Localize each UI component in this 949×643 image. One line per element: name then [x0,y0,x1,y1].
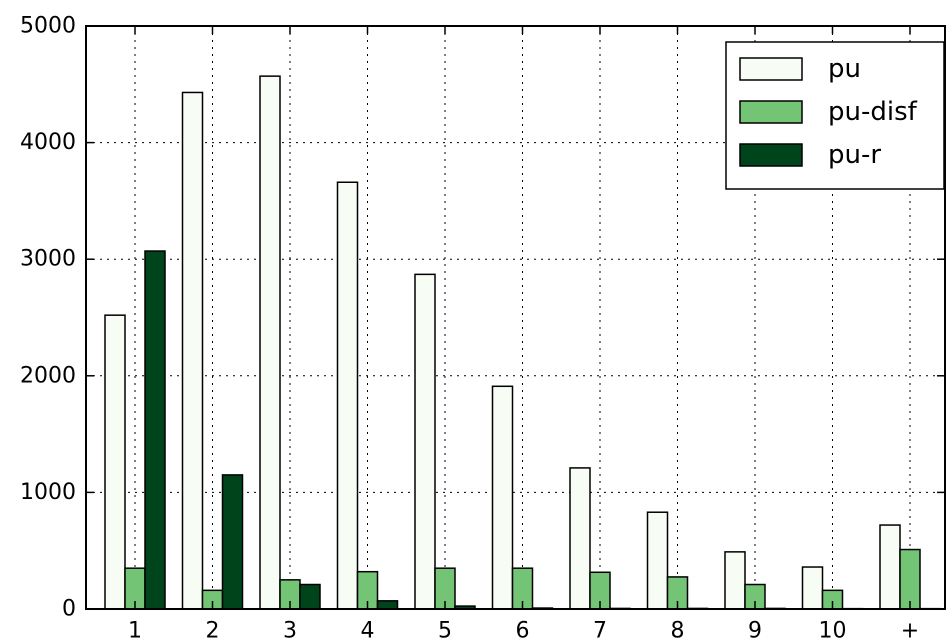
legend-label-pu: pu [828,54,861,84]
bar-pu-disf-+ [899,548,921,610]
bar-pu-r-2 [221,474,244,610]
bar-pu-r-4 [376,600,399,610]
x-tick-label: 10 [819,619,847,643]
legend-label-pu-r: pu-r [828,140,881,170]
bar-pu-+ [879,524,901,610]
x-tick-label: 8 [671,619,685,643]
bar-pu-3 [259,75,281,610]
legend-swatch-pu-disf [739,100,803,124]
y-tick-label: 0 [62,597,76,622]
x-tick-label: 9 [748,619,762,643]
x-tick-label: + [901,619,919,643]
x-tick-label: 7 [593,619,607,643]
legend-swatch-pu-r [739,143,803,167]
legend: pu pu-disf pu-r [725,41,945,190]
y-tick-label: 4000 [20,130,76,155]
bar-pu-5 [414,273,436,610]
plot-frame [85,25,946,610]
x-tick-label: 3 [283,619,297,643]
x-tick-label: 4 [361,619,375,643]
bar-pu-r-3 [299,583,321,610]
axes: 0 1000 2000 3000 4000 5000 1 2 3 4 5 6 7 8 9 10 + [20,14,945,643]
x-tick-label: 6 [516,619,530,643]
bar-pu-6 [491,385,514,610]
bar-pu-1 [104,314,126,610]
y-tick-label: 1000 [20,480,76,505]
x-tick-label: 5 [438,619,452,643]
bar-pu-9 [724,551,746,610]
y-tick-label: 3000 [20,247,76,272]
legend-swatch-pu [739,57,803,81]
bar-pu-7 [569,467,591,610]
y-tick-label: 2000 [20,363,76,388]
x-tick-label: 1 [128,619,142,643]
bar-pu-2 [181,91,204,610]
bar-pu-r-1 [144,250,166,610]
legend-label-pu-disf: pu-disf [828,97,918,127]
y-tick-label: 5000 [20,14,76,39]
bar-pu-10 [801,566,824,610]
bar-pu-8 [646,511,669,610]
x-tick-label: 2 [206,619,220,643]
bars [104,75,941,610]
bar-pu-4 [336,181,359,610]
